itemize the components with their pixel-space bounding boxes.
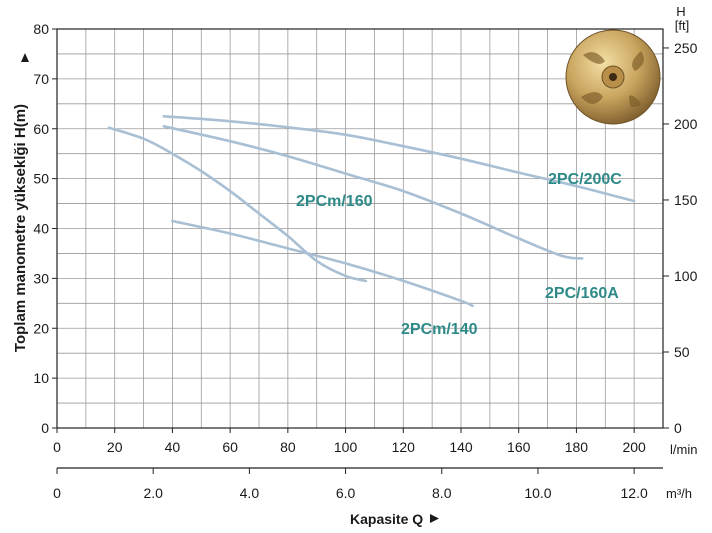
x-tick-label-lmin: 0 [53, 439, 61, 455]
x-tick-label-m3h: 0 [53, 485, 61, 501]
series-label: 2PC/200C [548, 171, 622, 188]
y-axis-label: Toplam manometre yükseklği H(m) [12, 104, 29, 352]
right-tick-label: 100 [674, 268, 698, 284]
x-tick-label-lmin: 100 [334, 439, 358, 455]
grid [57, 29, 663, 428]
y-tick-label: 30 [33, 270, 49, 286]
series-curve [162, 115, 636, 203]
y-tick-label: 20 [33, 320, 49, 336]
y-tick-label: 80 [33, 21, 49, 37]
series-curve [162, 125, 584, 260]
x-tick-label-lmin: 180 [565, 439, 589, 455]
x-tick-label-lmin: 120 [392, 439, 416, 455]
right-axis-unit: [ft] [675, 18, 689, 33]
x-tick-label-m3h: 8.0 [432, 485, 452, 501]
x-unit-m3h: m³/h [666, 486, 692, 501]
y-tick-label: 40 [33, 221, 49, 237]
ticks: 0 10 20 30 40 50 60 70 80 0 50 100 150 200 250 0 20 40 60 8… [33, 21, 697, 501]
impeller-photo [565, 29, 661, 125]
x-tick-label-m3h: 4.0 [240, 485, 260, 501]
x-tick-label-lmin: 20 [107, 439, 123, 455]
x-tick-label-m3h: 2.0 [143, 485, 163, 501]
x-axis-label: Kapasite Q [350, 511, 423, 527]
series-label: 2PCm/160 [296, 193, 373, 210]
x-tick-label-m3h: 10.0 [524, 485, 551, 501]
y-axis-arrow-icon [21, 53, 29, 62]
x-tick-label-lmin: 200 [622, 439, 646, 455]
series-label: 2PC/160A [545, 285, 619, 302]
series-curve [171, 219, 474, 308]
right-axis-title: H [676, 4, 685, 19]
x-tick-label-m3h: 12.0 [621, 485, 648, 501]
y-tick-label: 50 [33, 171, 49, 187]
right-tick-label: 200 [674, 116, 698, 132]
x-tick-label-lmin: 160 [507, 439, 531, 455]
series-label: 2PCm/140 [401, 321, 478, 338]
series-curve [107, 126, 368, 283]
y-tick-label: 70 [33, 71, 49, 87]
x-tick-label-lmin: 140 [449, 439, 473, 455]
y-tick-label: 60 [33, 121, 49, 137]
x-axis-arrow-icon [430, 514, 439, 523]
x-tick-label-lmin: 60 [222, 439, 238, 455]
right-tick-label: 250 [674, 40, 698, 56]
y-tick-label: 0 [41, 420, 49, 436]
right-tick-label: 150 [674, 192, 698, 208]
x-tick-label-m3h: 6.0 [336, 485, 356, 501]
y-tick-label: 10 [33, 370, 49, 386]
x-unit-lmin: l/min [670, 442, 697, 457]
x-tick-label-lmin: 80 [280, 439, 296, 455]
curves: 2PC/200C 2PC/160A 2PCm/160 2PCm/140 [107, 115, 636, 338]
right-tick-label: 50 [674, 344, 690, 360]
x-tick-label-lmin: 40 [165, 439, 181, 455]
right-tick-label: 0 [674, 420, 682, 436]
